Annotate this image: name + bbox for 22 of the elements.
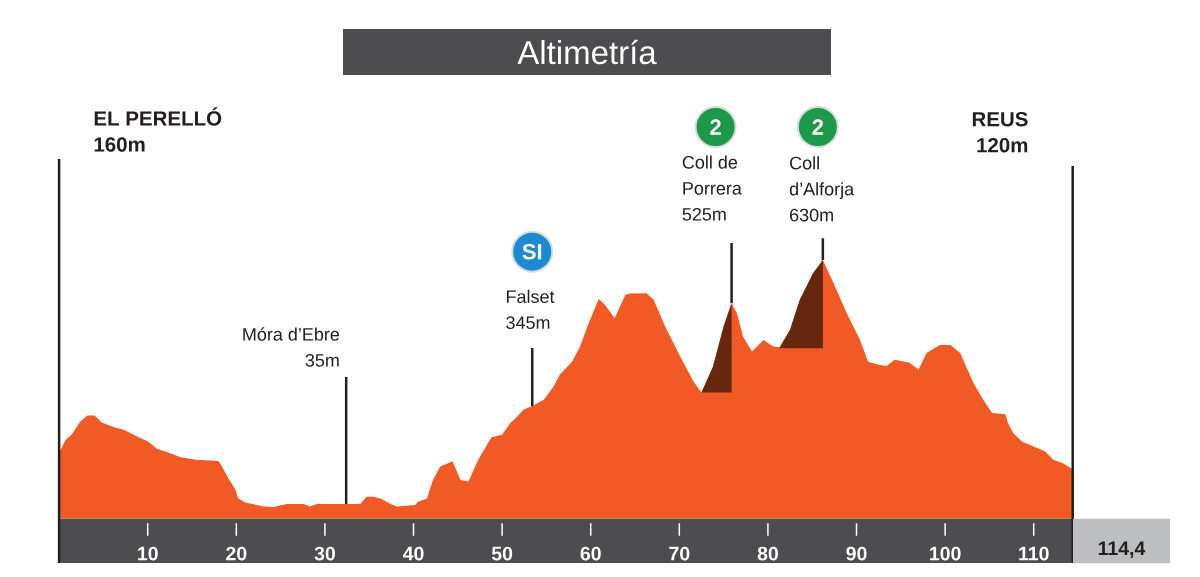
annotation: Falset 345m [506,289,555,330]
text: 2 [812,119,824,135]
text: EL PERELLÓ 160m [94,107,222,152]
text: 2 [710,119,721,135]
x-tick-label: 80 [757,546,778,561]
x-tick-label: 10 [138,546,158,561]
x-tick-label: 110 [1019,546,1049,561]
annotation: Coll d’Alforja 630m [789,156,855,222]
x-tick-label: 30 [314,546,335,561]
x-tick-label: 60 [580,546,601,561]
x-tick-label: 90 [846,546,867,561]
annotation: Móra d’Ebre 35m [243,327,340,367]
chart-title: Altimetría [517,39,657,65]
text: 114,4 [1098,541,1146,559]
x-tick-label: 100 [930,546,961,561]
x-tick-label: 20 [226,546,247,561]
annotation: Coll de Porrera 525m [682,155,742,221]
x-tick-label: 70 [669,546,690,561]
x-tick-label: 50 [491,546,513,561]
x-tick-label: 40 [402,546,424,561]
text: SI [522,243,542,260]
text: REUS 120m [972,111,1028,153]
